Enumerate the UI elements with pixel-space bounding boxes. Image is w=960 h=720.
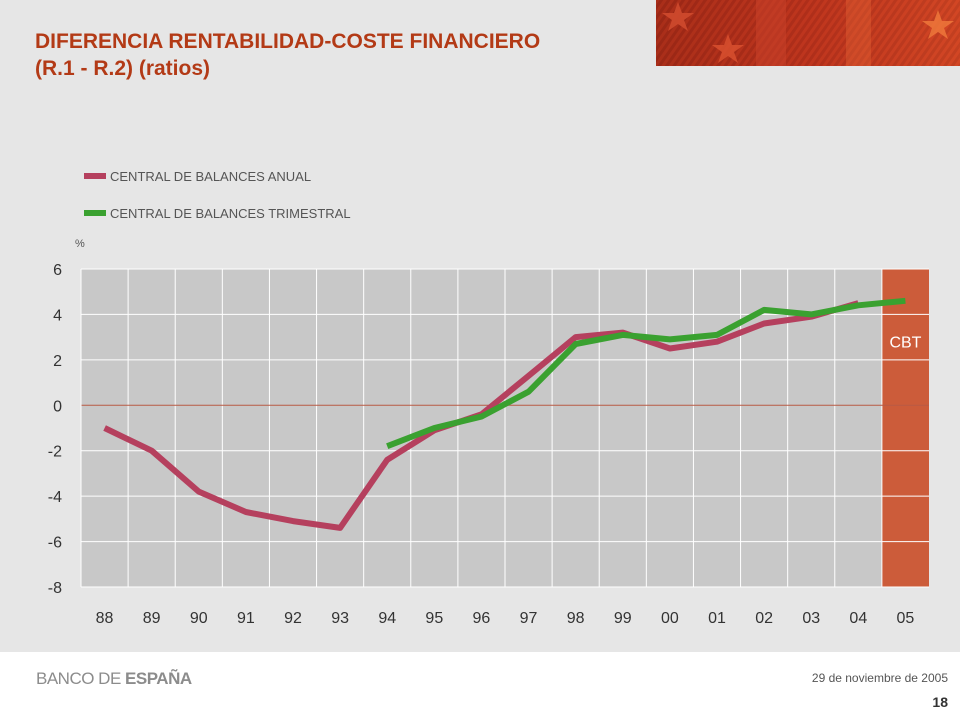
flag-banner-image — [656, 0, 960, 66]
y-unit-label: % — [75, 238, 85, 250]
slide-title: DIFERENCIA RENTABILIDAD-COSTE FINANCIERO… — [35, 28, 540, 82]
page-number: 18 — [932, 694, 948, 710]
title-line-1: DIFERENCIA RENTABILIDAD-COSTE FINANCIERO — [35, 30, 541, 53]
y-tick-label: 0 — [53, 398, 62, 415]
x-tick-label: 92 — [284, 610, 302, 627]
x-tick-label: 00 — [661, 610, 679, 627]
y-tick-label: 2 — [53, 353, 62, 370]
x-tick-label: 04 — [849, 610, 867, 627]
x-tick-label: 03 — [802, 610, 820, 627]
x-tick-label: 01 — [708, 610, 726, 627]
x-tick-label: 99 — [614, 610, 632, 627]
cbt-label: CBT — [889, 335, 921, 352]
y-tick-label: -8 — [48, 580, 62, 597]
series-line-trimestral — [386, 297, 906, 449]
y-tick-label: -4 — [48, 489, 62, 506]
logo-text-light: BANCO DE — [36, 669, 126, 688]
legend-label: CENTRAL DE BALANCES ANUAL — [110, 169, 311, 184]
legend-label: CENTRAL DE BALANCES TRIMESTRAL — [110, 206, 351, 221]
star-icon — [922, 10, 954, 39]
x-tick-label: 96 — [473, 610, 491, 627]
x-tick-label: 90 — [190, 610, 208, 627]
x-tick-label: 98 — [567, 610, 585, 627]
line-chart: CBT 6 4 2 0 -2 -4 -6 -8 88 89 90 91 92 93 94 95 96 97 98 99… — [48, 169, 929, 627]
y-tick-label: -2 — [48, 444, 62, 461]
title-line-2: (R.1 - R.2) (ratios) — [35, 57, 211, 80]
logo-text-bold: ESPAÑA — [125, 669, 192, 688]
x-tick-label: 97 — [520, 610, 538, 627]
x-tick-label: 91 — [237, 610, 255, 627]
footer-date: 29 de noviembre de 2005 — [811, 671, 948, 685]
x-tick-label: 94 — [378, 610, 396, 627]
x-tick-label: 02 — [755, 610, 773, 627]
star-icon — [662, 2, 694, 31]
star-icon — [712, 34, 744, 63]
y-tick-label: -6 — [48, 535, 62, 552]
cbt-shaded-region — [881, 269, 929, 587]
y-tick-label: 6 — [53, 262, 62, 279]
x-tick-label: 05 — [897, 610, 915, 627]
x-tick-label: 89 — [143, 610, 161, 627]
x-tick-label: 95 — [425, 610, 443, 627]
banco-de-espana-logo: BANCO DE ESPAÑA — [36, 669, 192, 689]
y-tick-label: 4 — [53, 307, 62, 324]
x-tick-label: 88 — [96, 610, 114, 627]
x-tick-label: 93 — [331, 610, 349, 627]
